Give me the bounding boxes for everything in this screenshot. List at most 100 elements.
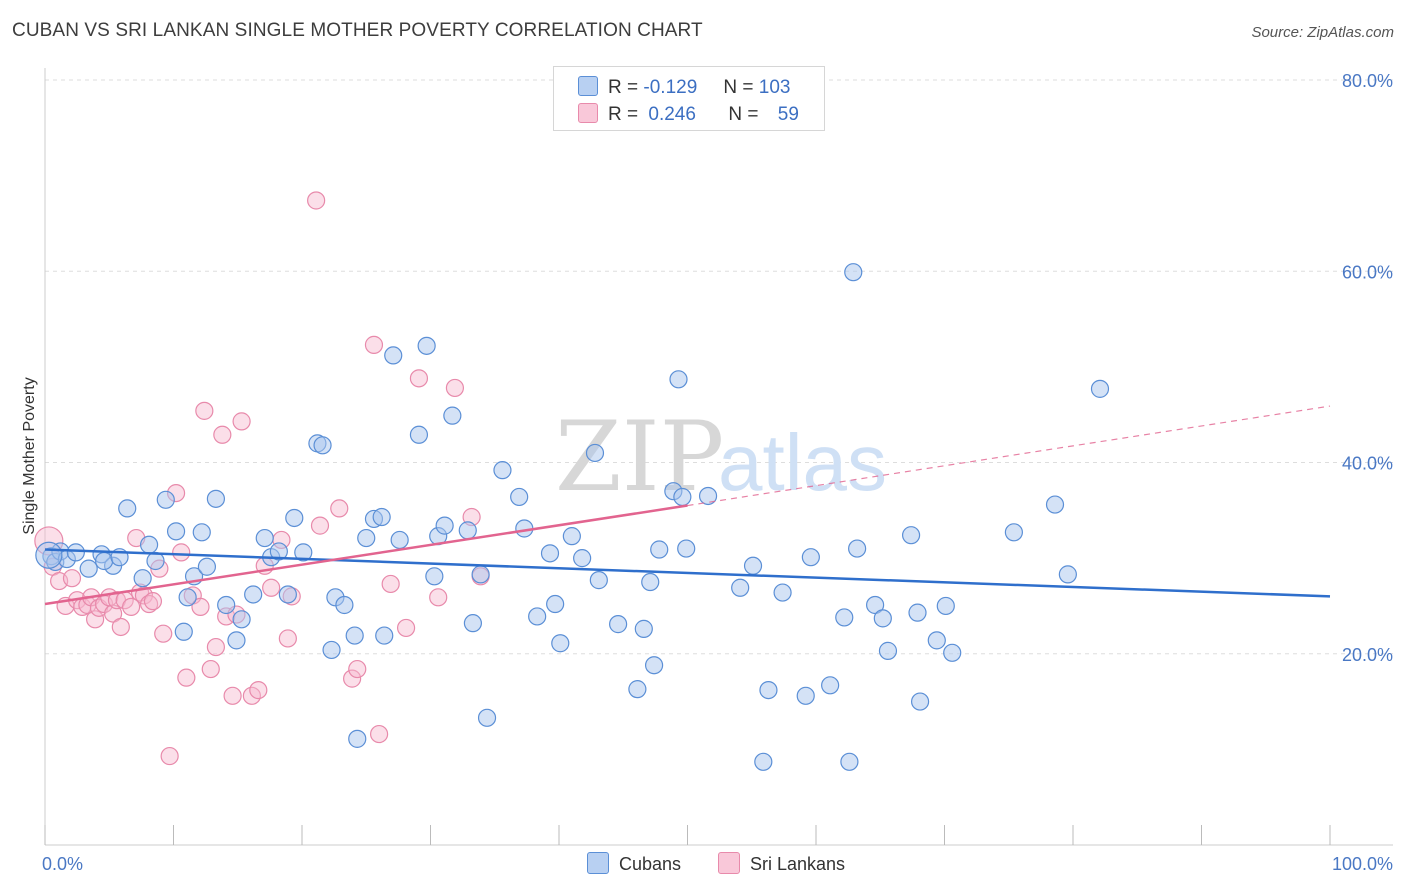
- srilankans-trend-line: [44, 504, 688, 606]
- legend-r-label-srilankans: R =: [608, 104, 639, 125]
- cubans-point: [866, 595, 885, 615]
- srilankans-point: [278, 629, 297, 648]
- legend-n-value-cubans: 103: [758, 77, 791, 98]
- legend-n-label-cubans: N =: [723, 77, 754, 98]
- cubans-point: [139, 535, 159, 554]
- cubans-point: [322, 640, 341, 660]
- cubans-swatch: [578, 76, 598, 96]
- cubans-point: [927, 631, 946, 650]
- watermark: ZIP atlas: [555, 401, 887, 513]
- cubans-point: [313, 436, 332, 455]
- srilankans-points: [34, 191, 490, 766]
- cubans-point: [357, 528, 376, 548]
- cubans-point: [463, 614, 483, 633]
- cubans-point: [335, 595, 354, 615]
- y-tick-label-1: 40.0%: [1342, 454, 1393, 474]
- cubans-point: [409, 425, 429, 444]
- cubans-legend-swatch: [587, 852, 609, 874]
- cubans-point: [458, 521, 477, 540]
- cubans-point: [510, 487, 529, 507]
- cubans-point: [1045, 495, 1065, 514]
- cubans-point: [551, 634, 570, 653]
- cubans-point: [878, 641, 898, 660]
- cubans-point: [910, 692, 930, 711]
- srilankans-point: [223, 686, 242, 705]
- cubans-point: [731, 578, 750, 597]
- bottom-legend-cubans[interactable]: Cubans: [587, 852, 681, 875]
- cubans-point: [471, 565, 490, 584]
- cubans-point: [278, 585, 297, 604]
- srilankans-point: [409, 369, 429, 388]
- cubans-point: [1004, 523, 1023, 542]
- legend-r-value-srilankans: 0.246: [648, 104, 696, 125]
- srilankans-point: [249, 680, 268, 700]
- cubans-point: [493, 461, 512, 480]
- y-tick-label-3: 80.0%: [1342, 71, 1393, 91]
- cubans-point: [217, 595, 236, 615]
- srilankans-trend-extension: [687, 405, 1331, 507]
- cubans-point: [528, 607, 547, 626]
- axes: [44, 68, 1393, 846]
- srilankans-point: [121, 597, 141, 616]
- srilankans-legend-label: Sri Lankans: [750, 854, 846, 874]
- cubans-point: [873, 609, 892, 628]
- cubans-point: [417, 336, 436, 355]
- cubans-point: [634, 619, 653, 638]
- cubans-point: [244, 585, 263, 604]
- srilankans-point: [213, 425, 232, 444]
- cubans-point: [908, 603, 927, 622]
- cubans-point: [835, 608, 854, 627]
- cubans-point: [348, 729, 367, 748]
- srilankans-point: [310, 516, 330, 535]
- srilankans-point: [343, 669, 362, 688]
- cubans-point: [197, 557, 217, 576]
- cubans-point: [1090, 379, 1110, 398]
- srilankans-point: [195, 401, 214, 420]
- cubans-point: [1058, 565, 1077, 584]
- cubans-point: [936, 596, 955, 616]
- legend-n-value-srilankans: 59: [777, 104, 799, 125]
- srilankans-point: [191, 597, 210, 616]
- cubans-point: [35, 541, 63, 569]
- source-label[interactable]: Source: ZipAtlas.com: [1251, 24, 1394, 41]
- srilankans-point: [381, 574, 400, 594]
- cubans-point: [477, 708, 497, 727]
- srilankans-point: [429, 588, 448, 607]
- cubans-point: [435, 516, 454, 535]
- cubans-point: [227, 631, 246, 650]
- srilankans-point: [111, 617, 130, 637]
- cubans-point: [192, 523, 211, 542]
- cubans-point: [743, 556, 763, 575]
- srilankans-point: [330, 499, 349, 518]
- srilankans-point: [201, 659, 220, 679]
- cubans-point: [232, 610, 251, 629]
- srilankans-point: [307, 191, 326, 210]
- bottom-legend-srilankans[interactable]: Sri Lankans: [718, 852, 845, 875]
- srilankans-legend-swatch: [718, 852, 740, 874]
- srilankans-point: [160, 746, 179, 766]
- cubans-point: [848, 539, 867, 558]
- cubans-point: [759, 680, 778, 700]
- cubans-point: [372, 507, 391, 527]
- srilankans-point: [445, 378, 465, 398]
- cubans-point: [375, 626, 394, 645]
- cubans-point: [644, 656, 664, 675]
- cubans-points: [35, 263, 1110, 771]
- srilankans-point: [177, 668, 196, 687]
- cubans-point: [573, 549, 592, 568]
- cubans-point: [178, 588, 197, 607]
- srilankans-point: [370, 724, 389, 744]
- srilankans-point: [348, 659, 367, 679]
- cubans-point: [255, 528, 274, 548]
- cubans-point: [673, 487, 692, 507]
- cubans-point: [641, 572, 660, 592]
- watermark-zip: ZIP: [555, 401, 724, 513]
- cubans-point: [79, 559, 98, 578]
- cubans-point: [206, 489, 226, 508]
- cubans-point: [628, 680, 647, 699]
- cubans-point: [66, 543, 85, 562]
- legend-row-srilankans: R = 0.246 N = 59: [578, 103, 799, 125]
- cubans-point: [589, 571, 608, 590]
- cubans-point: [562, 527, 581, 546]
